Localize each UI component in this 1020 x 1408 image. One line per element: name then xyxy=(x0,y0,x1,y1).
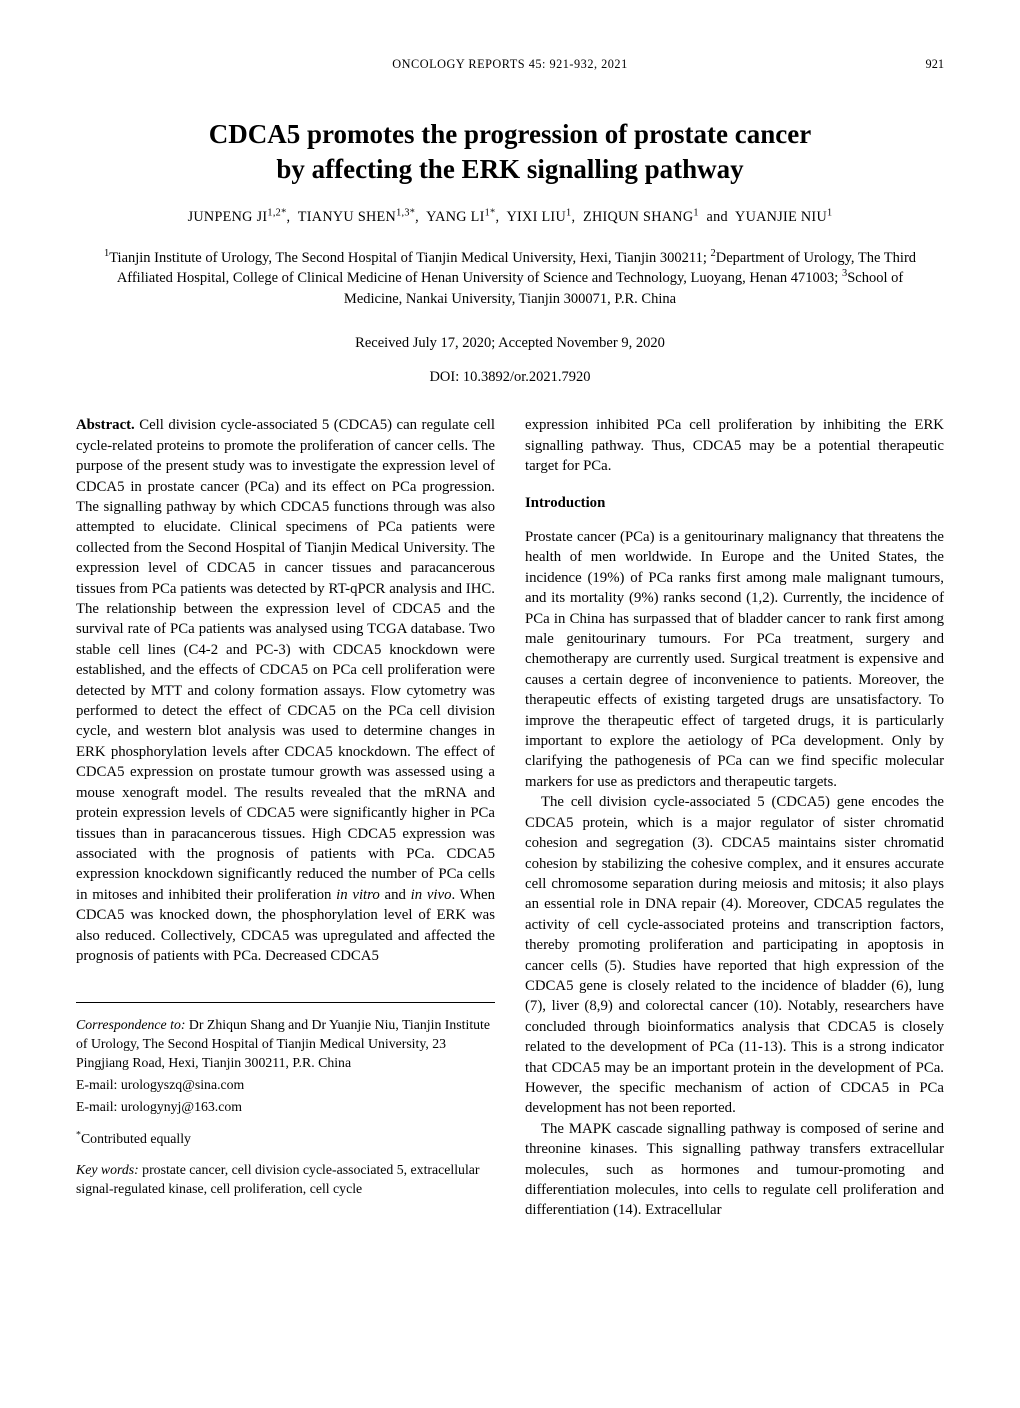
correspondence-email-1: E-mail: urologyszq@sina.com xyxy=(76,1075,495,1094)
intro-paragraph-3: The MAPK cascade signalling pathway is c… xyxy=(525,1119,944,1221)
correspondence: Correspondence to: Dr Zhiqun Shang and D… xyxy=(76,1015,495,1072)
contributed-equally: *Contributed equally xyxy=(76,1129,495,1148)
column-left: Abstract. Cell division cycle-associated… xyxy=(76,415,495,1220)
intro-paragraph-1: Prostate cancer (PCa) is a genitourinary… xyxy=(525,527,944,792)
intro-paragraph-2: The cell division cycle-associated 5 (CD… xyxy=(525,792,944,1119)
keywords-label: Key words: xyxy=(76,1162,139,1177)
title-line-2: by affecting the ERK signalling pathway xyxy=(276,154,743,184)
keywords: Key words: prostate cancer, cell divisio… xyxy=(76,1160,495,1198)
authors-line: JUNPENG JI1,2*, TIANYU SHEN1,3*, YANG LI… xyxy=(76,208,944,228)
footer-block: Correspondence to: Dr Zhiqun Shang and D… xyxy=(76,1002,495,1197)
footer-rule xyxy=(76,1002,495,1003)
abstract-paragraph: Abstract. Cell division cycle-associated… xyxy=(76,415,495,966)
column-right: expression inhibited PCa cell proliferat… xyxy=(525,415,944,1220)
correspondence-label: Correspondence to: xyxy=(76,1017,185,1032)
article-title: CDCA5 promotes the progression of prosta… xyxy=(76,117,944,186)
abstract-text: Cell division cycle-associated 5 (CDCA5)… xyxy=(76,417,495,964)
two-column-body: Abstract. Cell division cycle-associated… xyxy=(76,415,944,1220)
correspondence-email-2: E-mail: urologynyj@163.com xyxy=(76,1097,495,1116)
received-accepted: Received July 17, 2020; Accepted Novembe… xyxy=(76,333,944,353)
page-number: 921 xyxy=(926,56,944,73)
abstract-label: Abstract. xyxy=(76,417,135,433)
running-head: ONCOLOGY REPORTS 45: 921-932, 2021 xyxy=(76,56,944,73)
abstract-continuation: expression inhibited PCa cell proliferat… xyxy=(525,415,944,476)
title-line-1: CDCA5 promotes the progression of prosta… xyxy=(209,119,811,149)
affiliations: 1Tianjin Institute of Urology, The Secon… xyxy=(90,248,930,310)
doi: DOI: 10.3892/or.2021.7920 xyxy=(76,367,944,387)
section-heading-introduction: Introduction xyxy=(525,493,944,513)
